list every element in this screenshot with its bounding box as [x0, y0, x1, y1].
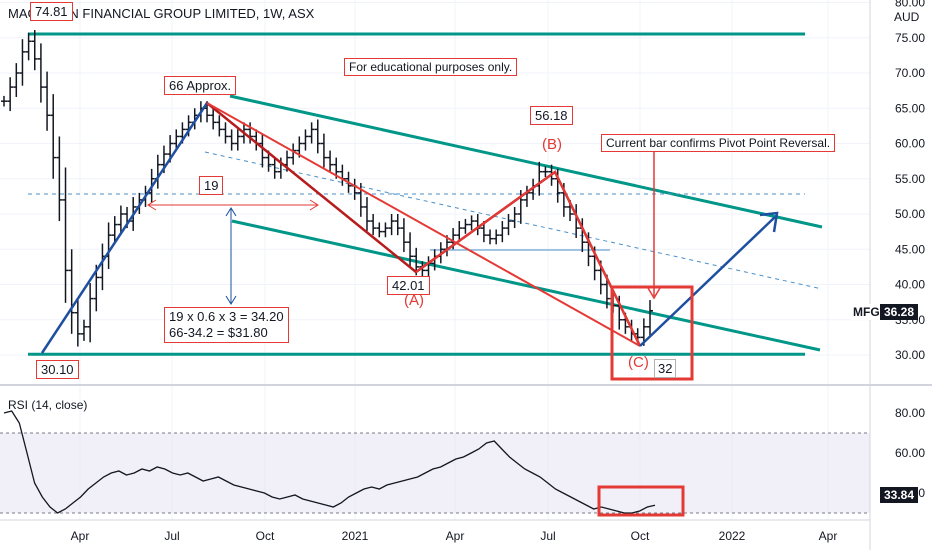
height-arrow-bottom [225, 295, 237, 305]
price-tick-label: 50.00 [895, 207, 925, 221]
symbol-tag: MFG [850, 304, 883, 320]
a-wave-label: (A) [404, 292, 424, 309]
wave-path-red [206, 102, 641, 347]
rsi-series-line [3, 410, 656, 514]
reversal-pointer-head [647, 287, 661, 300]
price-tick-label: 45.00 [895, 242, 925, 256]
rsi-band [0, 432, 870, 514]
width-arrow-right [309, 199, 319, 211]
time-tick-label: 2021 [342, 529, 369, 543]
rsi-line [3, 410, 656, 514]
rsi-value-tag: 33.84 [880, 487, 919, 503]
time-tick-label: Apr [71, 529, 90, 543]
price-tick-label: 80.00 [895, 0, 925, 10]
time-tick-label: Oct [631, 529, 650, 543]
disclaimer-note: For educational purposes only. [344, 58, 518, 76]
time-tick-label: Oct [256, 529, 275, 543]
trend-lines [40, 102, 779, 354]
height-arrow-top [225, 207, 237, 217]
width-label: 19 [199, 176, 224, 195]
time-tick-label: Apr [446, 529, 465, 543]
top-price-label: 66 Approx. [164, 76, 237, 95]
rsi-range-band [0, 433, 870, 513]
calc-line-1: 19 x 0.6 x 3 = 34.20 [169, 309, 284, 324]
price-tick-label: 65.00 [895, 101, 925, 115]
calc-line-2: 66-34.2 = $31.80 [169, 325, 268, 340]
price-tick-label: 55.00 [895, 172, 925, 186]
indicator-label: RSI (14, close) [8, 398, 88, 412]
rsi-tick-label: 80.00 [895, 406, 925, 420]
price-tick-label: 70.00 [895, 66, 925, 80]
time-tick-label: 2022 [719, 529, 746, 543]
channel-top-line [229, 94, 823, 229]
price-highlight-box [610, 285, 694, 381]
channel-bottom-line [231, 219, 821, 352]
time-tick-label: Jul [540, 529, 555, 543]
horizontal-levels [28, 32, 823, 356]
price-tick-label: 60.00 [895, 137, 925, 151]
projection-arrow-head [759, 211, 779, 233]
uptrend-line [40, 102, 209, 354]
currency-label: AUD [894, 10, 920, 24]
c-wave-label: (C) [628, 354, 649, 371]
price-bars [1, 29, 653, 347]
c-value-label: 32 [654, 359, 677, 378]
time-tick-label: Apr [819, 529, 838, 543]
chart-title: MAGELLAN FINANCIAL GROUP LIMITED, 1W, AS… [8, 6, 315, 21]
low-price-label: 30.10 [36, 360, 79, 379]
price-tick-label: 30.00 [895, 348, 925, 362]
width-arrow-left [147, 199, 157, 211]
high-price-label: 74.81 [30, 2, 73, 21]
a-price-label: 42.01 [387, 276, 430, 295]
highlight-boxes [597, 285, 694, 517]
reversal-note: Current bar confirms Pivot Point Reversa… [601, 134, 836, 152]
time-tick-label: Jul [164, 529, 179, 543]
projection-arrow-line [639, 216, 776, 347]
rsi-highlight-box [597, 485, 685, 517]
last-price-tag: 36.28 [880, 304, 919, 320]
b-wave-label: (B) [542, 136, 562, 153]
rsi-tick-label: 60.00 [895, 446, 925, 460]
calculation-note: 19 x 0.6 x 3 = 34.20 66-34.2 = $31.80 [164, 307, 289, 343]
mid-dashed-trend [204, 151, 823, 290]
price-tick-label: 75.00 [895, 31, 925, 45]
price-tick-label: 40.00 [895, 278, 925, 292]
b-price-label: 56.18 [530, 106, 573, 125]
